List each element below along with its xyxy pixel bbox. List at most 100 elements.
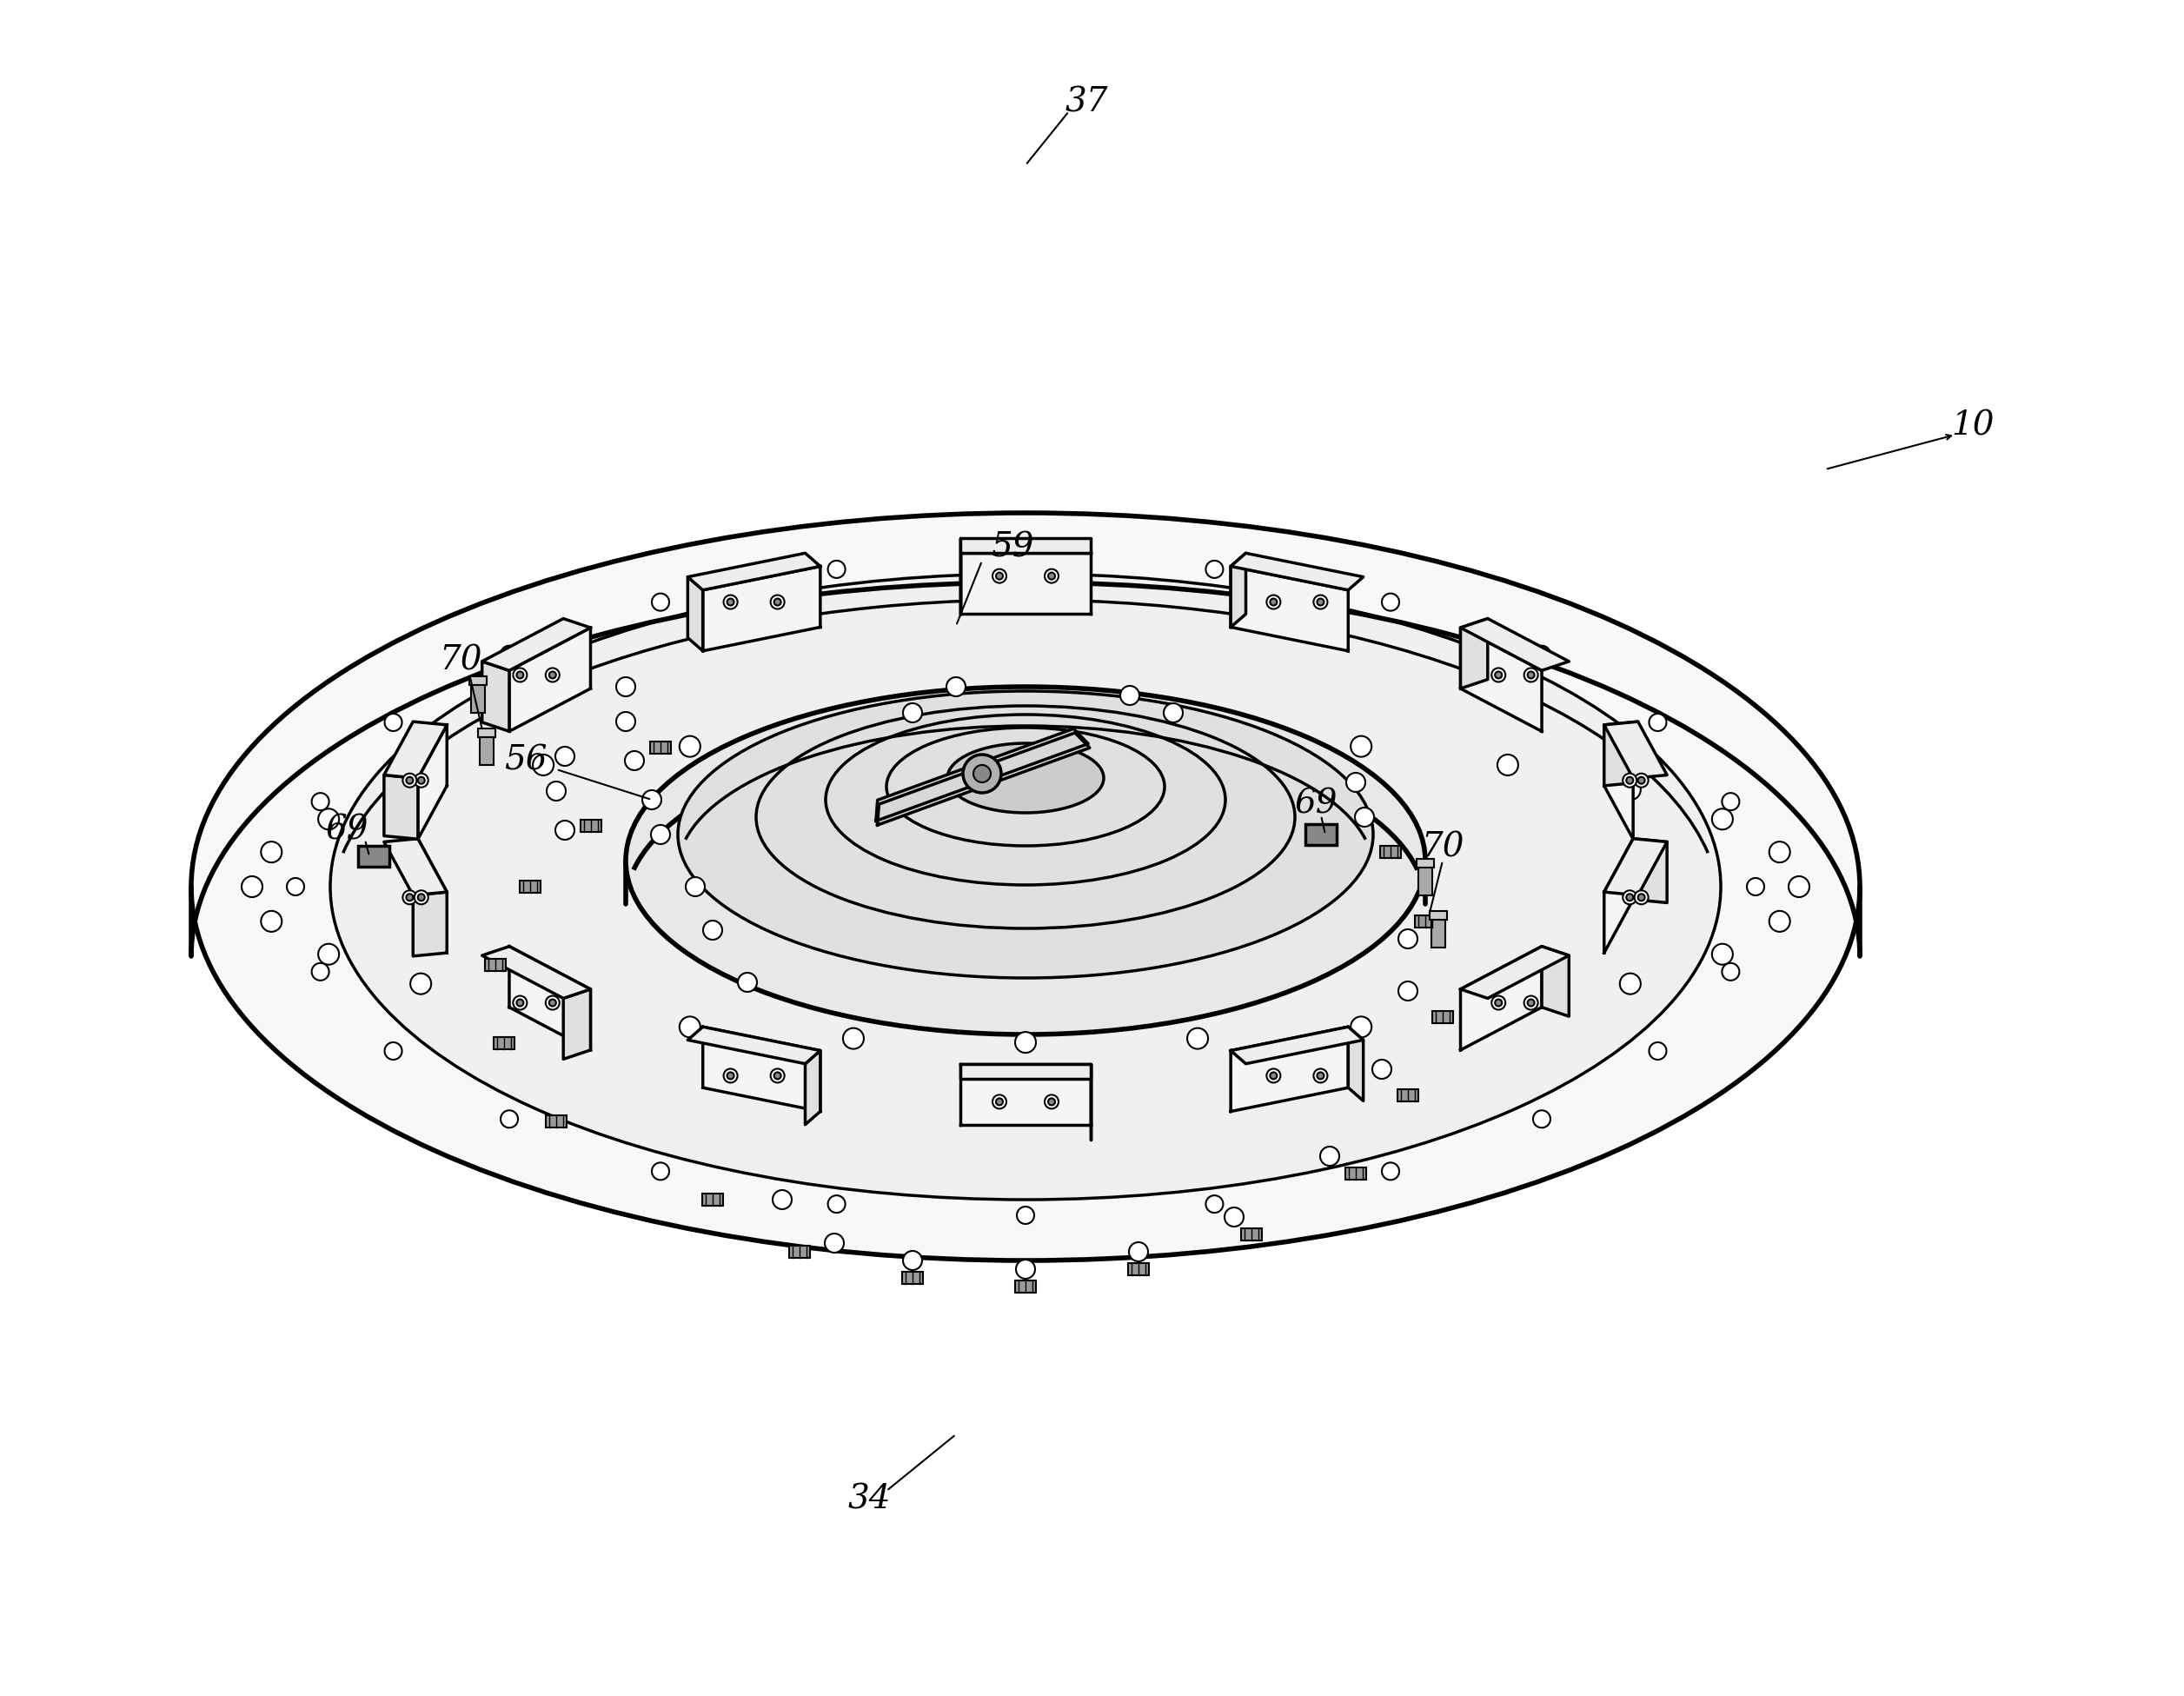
Bar — [1417, 858, 1435, 868]
Circle shape — [518, 672, 524, 678]
Bar — [358, 846, 389, 867]
Circle shape — [1048, 573, 1055, 580]
Circle shape — [1527, 672, 1535, 678]
Circle shape — [411, 778, 430, 801]
Polygon shape — [1232, 553, 1245, 628]
Bar — [1433, 1011, 1452, 1023]
Bar — [1398, 1089, 1417, 1101]
Bar — [480, 731, 494, 765]
Bar — [902, 1272, 924, 1284]
Circle shape — [773, 1191, 793, 1209]
Circle shape — [738, 974, 758, 992]
Circle shape — [1372, 1060, 1391, 1079]
Circle shape — [242, 877, 262, 897]
Circle shape — [555, 746, 574, 767]
Polygon shape — [1232, 1026, 1348, 1111]
Circle shape — [946, 677, 965, 697]
Polygon shape — [961, 553, 1090, 614]
Circle shape — [996, 573, 1002, 580]
Circle shape — [1382, 1162, 1400, 1180]
Circle shape — [771, 595, 784, 609]
Circle shape — [902, 704, 922, 722]
Circle shape — [1206, 1196, 1223, 1213]
Circle shape — [286, 879, 304, 895]
Circle shape — [1498, 755, 1518, 775]
Circle shape — [1016, 721, 1035, 741]
Circle shape — [546, 668, 559, 682]
Polygon shape — [483, 619, 590, 670]
Polygon shape — [1603, 724, 1634, 840]
Circle shape — [1016, 1260, 1035, 1279]
Circle shape — [1267, 1068, 1280, 1082]
Bar — [494, 1036, 515, 1050]
Circle shape — [1769, 911, 1791, 931]
Polygon shape — [413, 892, 448, 957]
Polygon shape — [1232, 553, 1363, 590]
Bar — [546, 1116, 566, 1128]
Text: 59: 59 — [992, 531, 1033, 563]
Polygon shape — [1603, 838, 1634, 953]
Bar — [1431, 911, 1448, 919]
Circle shape — [843, 724, 865, 745]
Bar — [1345, 1167, 1367, 1180]
Polygon shape — [483, 661, 509, 731]
Circle shape — [828, 561, 845, 578]
Circle shape — [1188, 724, 1208, 745]
Circle shape — [1164, 704, 1184, 722]
Circle shape — [1621, 974, 1640, 994]
Circle shape — [402, 773, 417, 787]
Circle shape — [500, 646, 518, 663]
Text: 56: 56 — [505, 745, 548, 777]
Circle shape — [1016, 1031, 1035, 1053]
Polygon shape — [806, 1050, 821, 1124]
Circle shape — [651, 1162, 668, 1180]
Circle shape — [1129, 1241, 1149, 1262]
Text: 69: 69 — [325, 814, 369, 846]
Circle shape — [1527, 999, 1535, 1006]
Circle shape — [513, 996, 526, 1009]
Circle shape — [417, 894, 424, 901]
Circle shape — [1634, 890, 1649, 904]
Circle shape — [843, 1028, 865, 1048]
Circle shape — [262, 841, 282, 863]
Circle shape — [723, 1068, 738, 1082]
Polygon shape — [1634, 838, 1666, 902]
Circle shape — [1382, 594, 1400, 611]
Circle shape — [312, 794, 330, 811]
Circle shape — [1354, 807, 1374, 826]
Bar — [478, 729, 496, 738]
Polygon shape — [1461, 946, 1568, 999]
Circle shape — [1498, 997, 1518, 1019]
Polygon shape — [1348, 1026, 1363, 1101]
Bar — [1241, 1228, 1262, 1240]
Circle shape — [723, 595, 738, 609]
Circle shape — [616, 712, 636, 731]
Circle shape — [651, 824, 670, 845]
Circle shape — [555, 821, 574, 840]
Circle shape — [1649, 714, 1666, 731]
Circle shape — [642, 790, 662, 809]
Text: 34: 34 — [847, 1484, 891, 1516]
Circle shape — [1621, 778, 1640, 801]
Circle shape — [1319, 1146, 1339, 1165]
Polygon shape — [688, 577, 703, 651]
Circle shape — [1398, 982, 1417, 1001]
Circle shape — [262, 911, 282, 931]
Bar — [1417, 860, 1433, 895]
Polygon shape — [1461, 619, 1568, 670]
Polygon shape — [384, 775, 417, 840]
Circle shape — [703, 921, 723, 940]
Circle shape — [1317, 1072, 1324, 1079]
Circle shape — [974, 765, 992, 782]
Circle shape — [773, 599, 782, 605]
Polygon shape — [1461, 619, 1487, 689]
Circle shape — [548, 999, 557, 1006]
Ellipse shape — [330, 573, 1721, 1199]
Polygon shape — [417, 838, 448, 953]
Polygon shape — [1603, 721, 1666, 778]
Circle shape — [312, 963, 330, 980]
Polygon shape — [703, 1026, 821, 1111]
Circle shape — [1789, 877, 1808, 897]
Circle shape — [402, 890, 417, 904]
Ellipse shape — [192, 512, 1861, 1260]
